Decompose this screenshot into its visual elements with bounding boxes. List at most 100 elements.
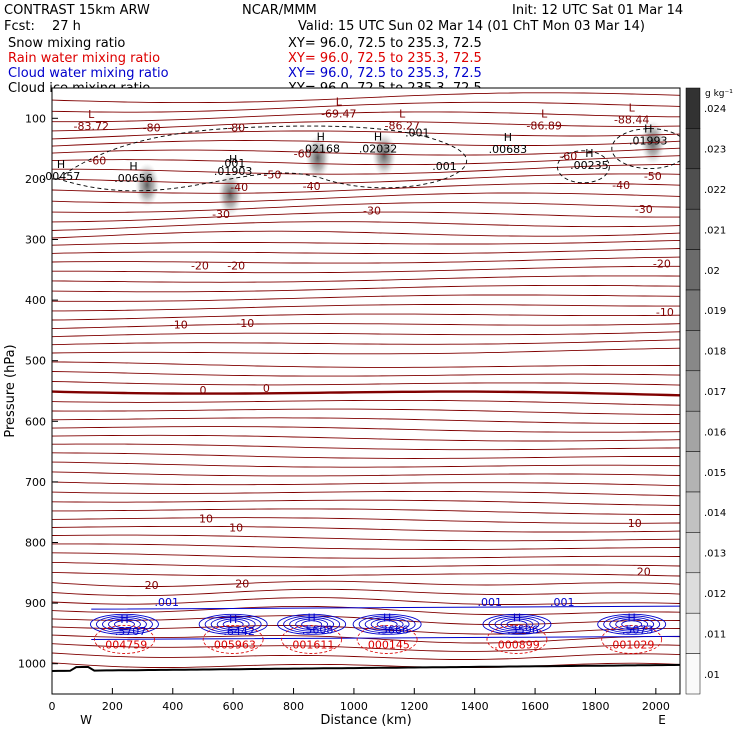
temperature-contour-label: 0 xyxy=(263,382,270,395)
cloud-water-outer-contour xyxy=(91,605,680,640)
fcst-label: Fcst: xyxy=(4,19,35,34)
rain-water-high-value: .001029 xyxy=(609,638,655,651)
temperature-contour-line xyxy=(52,490,680,497)
cloud-ice-high-value: .02168 xyxy=(301,143,340,156)
colorbar-tick-label: .016 xyxy=(704,427,726,438)
colorbar-segment xyxy=(685,128,701,170)
x-tick-label: 1800 xyxy=(581,700,609,713)
cloud-water-contour xyxy=(364,617,410,632)
temperature-contour-label: -40 xyxy=(612,179,630,192)
cloud-water-high-marker: H xyxy=(628,612,636,625)
cloud-water-contour xyxy=(204,615,262,634)
cloud-ice-high-marker: H xyxy=(644,123,652,136)
temperature-contour-label: -60 xyxy=(294,147,312,160)
cloud-water-contour-label: .001 xyxy=(154,596,179,609)
temperature-contour-label: -60 xyxy=(88,155,106,168)
temperature-contour-line xyxy=(52,534,680,542)
temperature-contour-line xyxy=(52,304,680,312)
cloud-ice-contour-label: .001 xyxy=(221,157,246,170)
legend: Snow mixing ratio XY= 96.0, 72.5 to 235.… xyxy=(8,36,482,96)
rain-water-contour xyxy=(94,625,155,654)
cloud-water-high-marker: H xyxy=(229,613,237,626)
temperature-contour-label: -10 xyxy=(236,317,254,330)
temperature-contour-line xyxy=(52,147,680,156)
cloud-water-contour xyxy=(198,613,268,635)
temperature-contour-label: -20 xyxy=(227,260,245,273)
colorbar-segment xyxy=(685,612,701,654)
cloud-ice-contour xyxy=(57,125,467,192)
cloud-ice-contour xyxy=(556,150,610,184)
temperature-contour-label: 10 xyxy=(628,517,642,530)
cloud-ice-high-value: .01993 xyxy=(629,135,668,148)
colorbar-tick-label: .024 xyxy=(704,104,726,115)
temperature-contour-line xyxy=(52,652,680,660)
temperature-contour-line xyxy=(52,434,680,442)
colorbar-tick-label: .019 xyxy=(704,306,726,317)
rain-water-contour xyxy=(281,625,343,654)
snow-shading-blob xyxy=(305,135,330,180)
temperature-contour-line xyxy=(52,605,680,616)
colorbar-tick-label: .023 xyxy=(704,145,726,156)
temperature-contour-line xyxy=(52,461,680,468)
cloud-ice-high-value: .00457 xyxy=(42,170,81,183)
temperature-contour-line xyxy=(52,543,680,550)
cloud-ice-high-marker: H xyxy=(585,147,593,160)
temperature-contour-label: 10 xyxy=(199,512,213,525)
chart-title: CONTRAST 15km ARW xyxy=(4,3,150,18)
temperature-contour-label: -50 xyxy=(644,170,662,183)
temperature-contour-line xyxy=(52,399,680,406)
temperature-contour-line xyxy=(52,552,680,559)
cloud-ice-high-value: .01903 xyxy=(214,165,253,178)
temperature-contour-line xyxy=(52,140,680,147)
temperature-contour-label: -40 xyxy=(303,180,321,193)
cloud-ice-contour xyxy=(611,128,680,170)
temperature-contour-line xyxy=(52,347,680,355)
legend-rain-label: Rain water mixing ratio xyxy=(8,51,160,66)
y-tick-label: 600 xyxy=(25,415,46,428)
fcst-value: 27 h xyxy=(52,19,81,34)
cloud-ice-high-marker: H xyxy=(374,131,382,144)
temperature-low-marker: L xyxy=(629,101,636,114)
y-tick-label: 500 xyxy=(25,355,46,368)
temperature-contour-line xyxy=(52,452,680,459)
cloud-water-contour xyxy=(488,615,546,634)
temperature-contour-label: -50 xyxy=(263,169,281,182)
temperature-contour-line xyxy=(52,230,680,239)
temperature-contour-line xyxy=(52,92,680,104)
x-tick-label: 1200 xyxy=(400,700,428,713)
colorbar-tick-label: .021 xyxy=(704,225,726,236)
cloud-water-contour xyxy=(609,617,655,632)
temperature-contour-line xyxy=(52,408,680,416)
temperature-contour-line xyxy=(52,275,680,283)
colorbar-segment xyxy=(685,249,701,291)
colorbar-segment xyxy=(685,87,701,129)
x-tick-label: 400 xyxy=(162,700,183,713)
temperature-contour-line xyxy=(52,525,680,533)
temperature-contour-line xyxy=(52,294,680,302)
y-axis-label: Pressure (hPa) xyxy=(3,344,18,437)
temperature-contour-label: -80 xyxy=(143,121,161,134)
temperature-contour-line xyxy=(52,331,680,338)
temperature-contour-line xyxy=(52,284,680,293)
colorbar-segment xyxy=(685,208,701,250)
temperature-contour-line xyxy=(52,202,680,213)
temperature-contour-line xyxy=(52,173,680,185)
temperature-low-value: -86.89 xyxy=(526,120,561,133)
temperature-contour-label: -10 xyxy=(656,306,674,319)
plot-labels: -60 -60 -60 -50 -50 -40 -40 -40 -30 -30 -30 -20 -20 -… xyxy=(42,95,674,651)
cloud-water-contour xyxy=(301,620,323,629)
temperature-contour-line xyxy=(52,643,680,652)
colorbar-tick-label: .022 xyxy=(704,185,726,196)
colorbar-tick-label: .015 xyxy=(704,468,726,479)
cloud-water-contour xyxy=(603,615,661,634)
temperature-contour-label: -80 xyxy=(227,121,245,134)
temperature-contour-line xyxy=(52,481,680,487)
cloud-water-contour xyxy=(90,613,159,635)
cloud-ice-high-value: .00235 xyxy=(570,159,609,172)
rain-water-contour xyxy=(601,625,663,654)
temperature-low-value: -88.44 xyxy=(614,113,649,126)
temperature-contour-line xyxy=(52,323,680,330)
cloud-ice-contour-label: .001 xyxy=(405,126,430,139)
cloud-water-high-marker: H xyxy=(513,612,521,625)
temperature-contour-label: -30 xyxy=(363,204,381,217)
